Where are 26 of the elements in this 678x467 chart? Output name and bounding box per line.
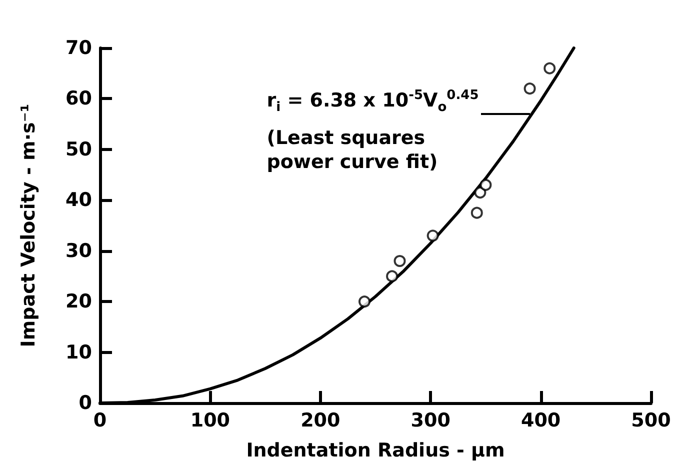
point <box>474 186 486 199</box>
y-tick-label: 10 <box>66 341 92 364</box>
y-tick-label: 0 <box>78 392 92 414</box>
x-tick-label: 400 <box>520 410 561 432</box>
y-tick-label: 20 <box>66 290 92 313</box>
x-tick-label: 0 <box>93 410 107 432</box>
point <box>544 62 556 74</box>
x-tick-label: 500 <box>631 410 671 432</box>
point <box>358 296 370 308</box>
point <box>394 255 406 267</box>
x-axis-title: Indentation Radius - µm <box>246 440 505 462</box>
point <box>524 82 536 95</box>
x-tick-label: 300 <box>410 410 450 432</box>
y-axis-title: Impact Velocity - m·s⁻¹ <box>18 104 40 348</box>
x-tick-label: 200 <box>300 410 340 432</box>
point <box>480 178 492 191</box>
annotation: (Least squares power curve fit) <box>266 126 438 174</box>
point <box>386 270 398 282</box>
point <box>470 206 483 219</box>
y-tick-label: 70 <box>66 37 92 59</box>
point <box>426 230 439 242</box>
x-tick-label: 100 <box>190 410 230 432</box>
y-tick-label: 50 <box>66 138 92 160</box>
y-tick-label: 60 <box>66 88 92 110</box>
y-tick-label: 40 <box>66 189 92 212</box>
y-tick-label: 30 <box>66 240 92 262</box>
